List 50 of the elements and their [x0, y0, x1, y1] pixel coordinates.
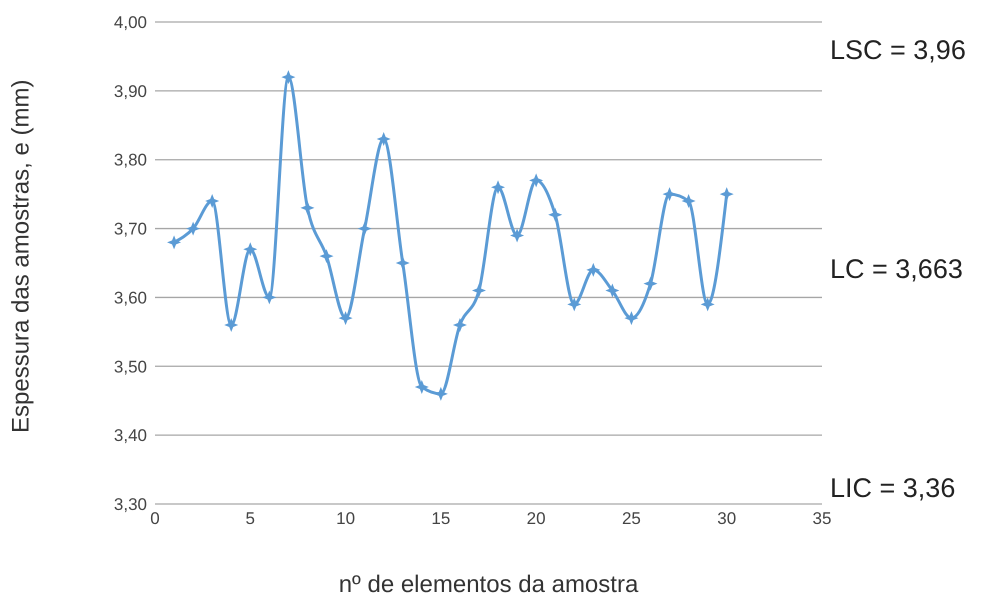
point	[643, 276, 658, 291]
x-tick-label: 20	[526, 509, 546, 528]
point	[624, 311, 638, 326]
x-tick-label: 15	[431, 509, 450, 528]
point	[682, 194, 696, 208]
text: LIC = 3,36	[830, 472, 956, 504]
point	[567, 297, 582, 312]
y-tick-label: 3,90	[114, 82, 147, 101]
y-tick-label: 3,50	[114, 357, 147, 376]
point	[338, 311, 353, 326]
point	[224, 318, 238, 332]
y-axis-title: Espessura das amostras, e (mm)	[8, 80, 35, 433]
point	[396, 256, 410, 270]
point	[605, 284, 620, 298]
point	[472, 284, 486, 298]
x-tick-label: 5	[246, 509, 256, 528]
point	[205, 194, 220, 208]
point	[414, 380, 429, 394]
point	[510, 228, 524, 242]
point	[434, 386, 448, 401]
point	[452, 318, 467, 332]
text: LSC = 3,96	[830, 34, 966, 66]
point	[662, 187, 677, 202]
x-tick-label: 30	[717, 509, 736, 528]
y-tick-label: 3,60	[114, 288, 147, 308]
x-axis-title: nº de elementos da amostra	[338, 571, 639, 598]
point	[586, 262, 600, 277]
point	[300, 200, 314, 215]
point	[376, 132, 391, 146]
x-tick-label: 10	[336, 509, 356, 528]
point	[186, 222, 200, 236]
point	[243, 242, 258, 256]
point	[320, 249, 334, 264]
point	[548, 208, 562, 222]
point	[491, 180, 506, 194]
point	[358, 222, 372, 236]
point	[700, 297, 715, 312]
point	[167, 235, 182, 250]
y-tick-label: 3,70	[114, 220, 147, 239]
y-tick-label: 3,40	[114, 426, 147, 446]
x-tick-label: 35	[812, 509, 832, 528]
x-tick-label: 0	[150, 509, 160, 528]
text: LC = 3,663	[830, 253, 963, 285]
y-tick-label: 4,00	[114, 13, 147, 32]
point	[281, 70, 296, 84]
y-tick-label: 3,30	[114, 495, 147, 514]
x-tick-label: 25	[622, 509, 641, 528]
point	[529, 173, 544, 188]
y-tick-label: 3,80	[114, 150, 147, 170]
point	[262, 290, 276, 304]
